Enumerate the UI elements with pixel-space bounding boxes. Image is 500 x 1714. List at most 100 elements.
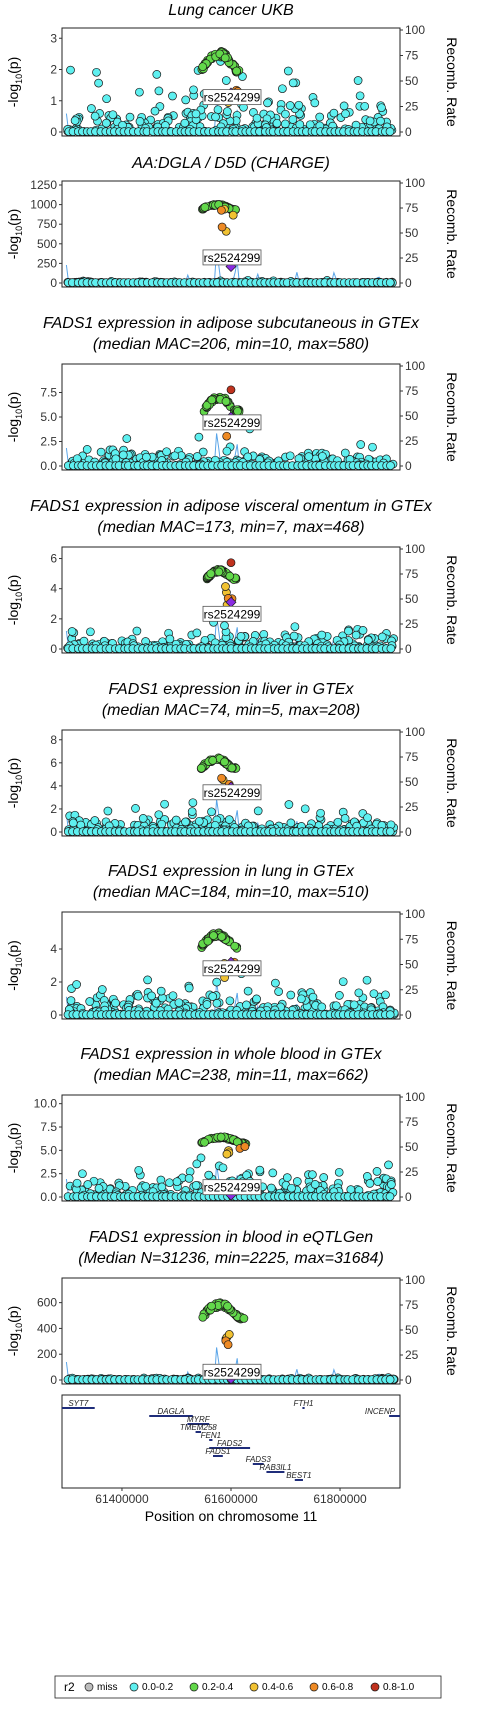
snp-point bbox=[147, 991, 156, 1001]
recomb-tick-label: 50 bbox=[405, 775, 419, 789]
snp-point bbox=[68, 818, 78, 828]
snp-point bbox=[386, 461, 395, 470]
snp-point-ld bbox=[233, 406, 242, 416]
snp-point bbox=[207, 807, 216, 817]
y-tick-label: 2 bbox=[50, 802, 57, 816]
lead-snp-label: rs2524299 bbox=[204, 786, 261, 800]
recomb-axis-label: Recomb. Rate bbox=[444, 189, 460, 279]
recomb-tick-label: 0 bbox=[405, 1008, 412, 1022]
y-tick-label: 0.0 bbox=[40, 1190, 57, 1204]
snp-point bbox=[90, 111, 100, 121]
snp-point bbox=[354, 988, 364, 998]
snp-point bbox=[212, 977, 222, 987]
panel-p2: AA:DGLA / D5D (CHARGE)025050075010001250… bbox=[5, 155, 460, 290]
panel-title: FADS1 expression in liver in GTEx bbox=[108, 681, 354, 698]
snp-point bbox=[365, 1179, 375, 1188]
snp-point bbox=[360, 101, 370, 111]
snp-point bbox=[385, 827, 395, 836]
y-tick-label: 4 bbox=[50, 942, 57, 956]
snp-point-ld bbox=[200, 202, 210, 212]
snp-point bbox=[204, 1170, 214, 1180]
snp-point-ld bbox=[221, 582, 230, 591]
snp-point bbox=[318, 451, 327, 461]
snp-point bbox=[192, 628, 202, 638]
snp-point bbox=[189, 85, 198, 95]
y-tick-label: 200 bbox=[37, 1347, 57, 1361]
snp-point bbox=[280, 119, 290, 129]
snp-point bbox=[208, 992, 218, 1001]
snp-point bbox=[285, 101, 295, 110]
snp-point bbox=[338, 977, 348, 987]
snp-point bbox=[376, 116, 385, 126]
recomb-tick-label: 50 bbox=[405, 958, 419, 972]
snp-point bbox=[285, 451, 295, 461]
y-tick-label: 4 bbox=[50, 779, 57, 793]
snp-point bbox=[191, 1181, 201, 1190]
legend-title: r2 bbox=[64, 1680, 75, 1694]
snp-point bbox=[90, 816, 100, 825]
snp-point bbox=[272, 118, 282, 128]
snp-point-ld bbox=[217, 773, 226, 783]
snp-point bbox=[211, 112, 220, 122]
recomb-tick-label: 50 bbox=[405, 592, 419, 606]
snp-point bbox=[151, 998, 161, 1008]
snp-point bbox=[351, 630, 361, 640]
snp-point bbox=[96, 447, 106, 457]
snp-point bbox=[271, 978, 280, 988]
recomb-tick-label: 0 bbox=[405, 642, 412, 656]
snp-point-ld bbox=[240, 1142, 250, 1151]
snp-point bbox=[191, 109, 201, 119]
snp-point bbox=[92, 67, 101, 77]
snp-point bbox=[385, 127, 395, 136]
y-axis-label: -log10(p) bbox=[5, 392, 24, 443]
y-axis-label: -log10(p) bbox=[5, 209, 24, 260]
snp-point bbox=[363, 635, 373, 645]
snp-point-ld bbox=[239, 1314, 249, 1323]
recomb-tick-label: 100 bbox=[405, 907, 425, 921]
snp-point-ld bbox=[217, 205, 226, 215]
snp-point bbox=[83, 1180, 93, 1189]
snp-point bbox=[82, 445, 92, 454]
y-tick-label: 0 bbox=[50, 276, 57, 290]
legend-swatch bbox=[129, 1682, 139, 1692]
snp-point bbox=[310, 1180, 320, 1189]
recomb-axis-label: Recomb. Rate bbox=[444, 1103, 460, 1193]
snp-point-ld bbox=[214, 567, 224, 577]
snp-point bbox=[363, 813, 372, 823]
panel-title: (Median N=31236, min=2225, max=31684) bbox=[78, 1250, 384, 1267]
recomb-axis-label: Recomb. Rate bbox=[444, 37, 460, 127]
snp-point bbox=[67, 627, 77, 636]
lead-snp-label: rs2524299 bbox=[204, 91, 261, 105]
snp-point bbox=[344, 626, 353, 636]
snp-point bbox=[125, 112, 135, 122]
panel-title: (median MAC=206, min=10, max=580) bbox=[93, 336, 369, 353]
y-tick-label: 1 bbox=[50, 94, 57, 108]
snp-point bbox=[362, 975, 372, 985]
snp-point bbox=[365, 116, 375, 126]
y-axis-label: -log10(p) bbox=[5, 1306, 24, 1357]
panel-title: FADS1 expression in adipose visceral ome… bbox=[30, 498, 433, 515]
snp-point bbox=[349, 1000, 359, 1010]
snp-point bbox=[255, 1165, 265, 1175]
y-tick-label: 500 bbox=[37, 237, 57, 251]
panel-p4: FADS1 expression in adipose visceral ome… bbox=[5, 498, 460, 656]
legend-swatch bbox=[249, 1682, 259, 1692]
snp-point-ld bbox=[217, 932, 227, 942]
y-tick-label: 2 bbox=[50, 63, 57, 77]
recomb-tick-label: 0 bbox=[405, 825, 412, 839]
snp-point-ld bbox=[203, 936, 213, 946]
snp-point bbox=[288, 115, 298, 124]
snp-point bbox=[369, 989, 379, 999]
y-tick-label: 8 bbox=[50, 733, 57, 747]
snp-point bbox=[133, 991, 143, 1001]
snp-point bbox=[168, 91, 177, 101]
recomb-tick-label: 100 bbox=[405, 359, 425, 373]
snp-point-ld bbox=[198, 1312, 208, 1322]
recomb-tick-label: 0 bbox=[405, 276, 412, 290]
recomb-tick-label: 75 bbox=[405, 201, 419, 215]
recomb-tick-label: 100 bbox=[405, 1090, 425, 1104]
snp-point bbox=[316, 808, 325, 818]
recomb-tick-label: 25 bbox=[405, 100, 419, 114]
snp-point bbox=[72, 1178, 82, 1188]
snp-point bbox=[160, 799, 169, 809]
